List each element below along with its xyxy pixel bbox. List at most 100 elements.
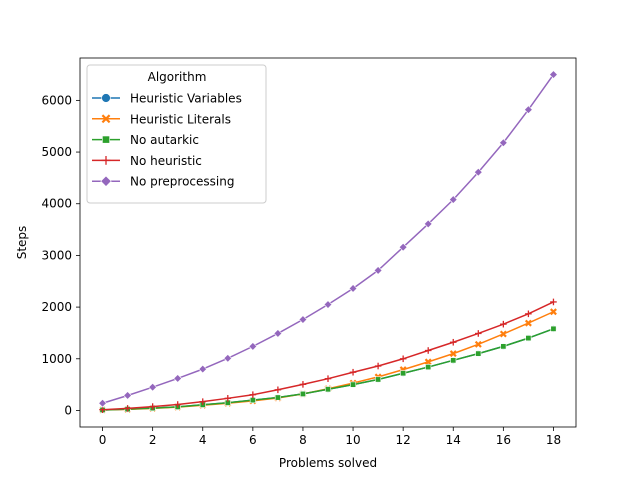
data-point [449,338,457,346]
data-point [550,298,557,306]
data-point [298,315,308,324]
data-point [223,353,233,363]
data-point [274,386,282,394]
data-point [473,167,483,177]
data-point [425,364,432,371]
data-point [500,343,507,350]
data-point [349,368,357,376]
data-point [550,325,557,332]
data-point [449,350,457,358]
data-point [324,386,331,393]
legend-label: Heuristic Variables [130,92,242,106]
data-point [224,395,232,402]
legend-item: Heuristic Variables [92,92,242,106]
data-point [450,357,457,364]
series-1 [99,308,557,414]
data-point [273,329,283,338]
data-point [375,376,382,383]
data-point [173,374,183,383]
data-point [499,330,507,338]
data-point [124,405,131,412]
x-tick-label: 4 [199,433,207,447]
data-point [400,370,407,377]
series-3 [99,298,557,413]
data-point [399,355,407,363]
y-tick-label: 1000 [41,352,72,366]
data-point [323,300,333,309]
data-point [423,219,433,229]
data-point [549,308,557,316]
y-tick-label: 0 [64,403,72,417]
legend: Algorithm Heuristic Variables Heuristic L… [86,64,267,204]
x-tick-label: 8 [299,433,307,447]
x-tick-label: 10 [345,433,360,447]
axes-frame [79,57,577,428]
y-tick-label: 4000 [41,197,72,211]
legend-item: No preprocessing [92,175,234,189]
data-point [424,347,432,354]
data-point [475,330,482,337]
data-point [249,391,257,398]
x-tick-label: 16 [496,433,511,447]
series-2 [99,325,557,413]
data-point [199,398,207,405]
legend-marker [102,135,110,144]
legend-marker [101,156,111,165]
legend-label: No autarkic [130,133,199,147]
data-point [350,381,357,388]
data-point [174,401,181,408]
x-tick-label: 12 [396,433,411,447]
data-point [398,242,408,252]
data-point [198,364,208,374]
data-point [299,381,307,388]
legend-marker [101,93,111,103]
data-point [525,310,532,318]
data-point [500,320,507,328]
y-tick-label: 6000 [41,93,72,107]
data-point [98,398,107,408]
legend-marker [101,114,111,124]
legend-marker [100,175,112,187]
plot-area [98,70,558,414]
legend-item: Heuristic Literals [92,112,231,126]
data-point [274,394,281,401]
axis-ticks: 0 2 4 6 8 10 12 14 16 18 0 1000 2000 3000 4000 5000 6000 [41,93,561,447]
data-point [448,195,458,204]
x-tick-label: 14 [446,433,461,447]
series-4 [98,70,558,408]
data-point [374,362,382,370]
series-0 [98,325,558,414]
data-point [524,319,532,327]
data-point [249,397,256,404]
series-line [102,301,554,411]
legend-label: Heuristic Literals [130,112,231,126]
data-point [299,390,306,397]
data-point [148,382,157,392]
data-point [549,70,558,79]
series-line [102,311,554,411]
y-tick-label: 5000 [41,145,72,159]
y-tick-label: 2000 [41,300,72,314]
x-tick-label: 6 [249,433,257,447]
y-tick-label: 3000 [41,248,72,262]
data-point [424,358,432,366]
data-point [524,105,533,115]
legend-label: No preprocessing [130,175,234,189]
x-tick-label: 2 [149,433,157,447]
data-point [499,138,508,148]
legend-item: No heuristic [92,154,202,168]
data-point [123,391,132,400]
legend-title: Algorithm [148,70,207,84]
legend-item: No autarkic [92,133,199,147]
legend-label: No heuristic [130,154,202,168]
legend-box [86,64,267,204]
data-point [475,350,482,357]
data-point [373,266,383,275]
x-tick-label: 18 [546,433,561,447]
data-point [348,284,358,293]
data-point [248,342,258,351]
data-point [474,340,482,348]
x-axis-label: Problems solved [279,456,377,470]
data-point [525,335,532,342]
